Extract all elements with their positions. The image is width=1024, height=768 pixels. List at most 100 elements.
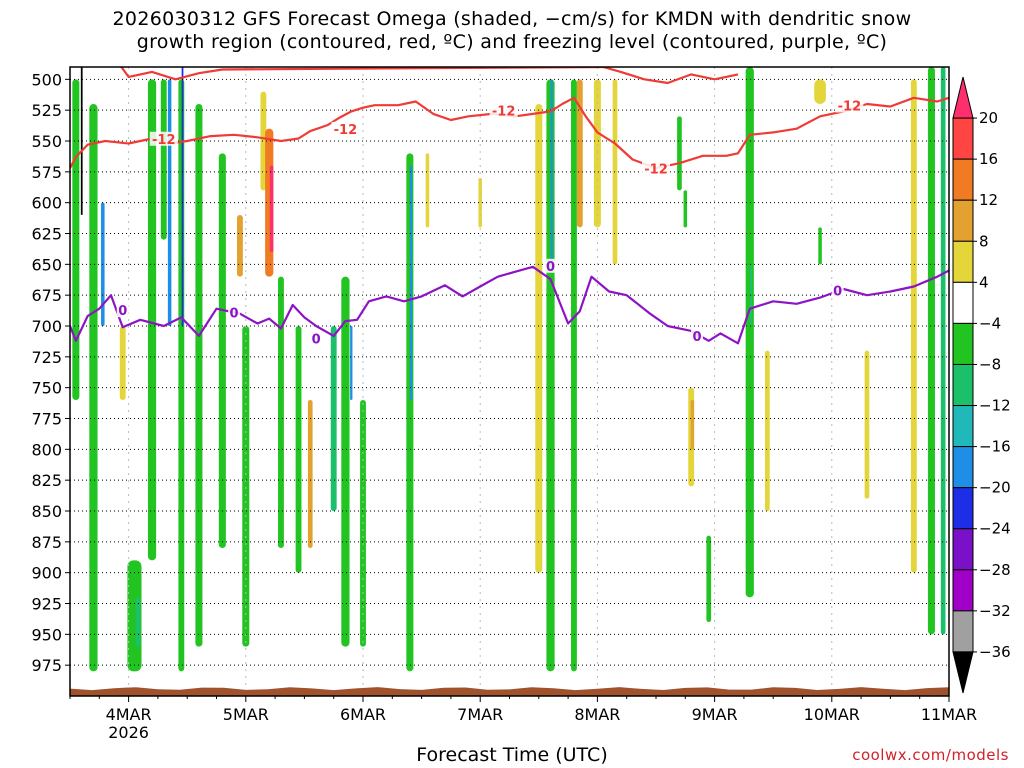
omega-shade-11: [181, 67, 184, 326]
colorbar-label-4: 4: [979, 273, 989, 291]
colorbar-box-8: [952, 405, 974, 448]
y-tick-label-700: 700: [31, 317, 62, 336]
x-tick-label-11MAR: 11MAR: [921, 705, 977, 724]
omega-shade-8: [160, 79, 167, 240]
contour-label-bg-0: [149, 131, 178, 146]
colorbar-label-1: 16: [979, 150, 998, 168]
y-tick-label-975: 975: [31, 656, 62, 675]
y-tick-label-650: 650: [31, 255, 62, 274]
omega-shade-49: [927, 67, 935, 635]
contour-label-bg-8: [544, 258, 557, 273]
colorbar-box-5: [952, 281, 974, 324]
y-tick-label-825: 825: [31, 471, 62, 490]
omega-shade-44: [764, 350, 770, 511]
omega-shade-24: [350, 326, 353, 400]
contour-label-5: 0: [118, 304, 127, 319]
colorbar-label-6: −8: [979, 355, 1001, 373]
omega-shade-27: [409, 165, 413, 400]
omega-shade-28: [425, 153, 430, 228]
y-tick-label-950: 950: [31, 625, 62, 644]
y-tick-label-800: 800: [31, 440, 62, 459]
colorbar-label-13: −36: [979, 643, 1011, 661]
x-tick-label-8MAR: 8MAR: [574, 705, 620, 724]
contour-label-bg-5: [116, 303, 129, 318]
colorbar-label-10: −24: [979, 520, 1011, 538]
contour-label-bg-10: [831, 283, 844, 298]
omega-shade-21: [307, 400, 313, 548]
y-tick-label-925: 925: [31, 595, 62, 614]
omega-shade-7: [147, 79, 157, 561]
y-tick-label-550: 550: [31, 132, 62, 151]
contour-line-1: [120, 67, 739, 85]
colorbar-box-12: [952, 569, 974, 612]
colorbar-box-11: [952, 528, 974, 571]
plot-grid: [70, 67, 949, 696]
colorbar-label-0: 20: [979, 109, 998, 127]
y-tick-label-625: 625: [31, 225, 62, 244]
contour-label-7: 0: [312, 333, 321, 348]
omega-shade-19: [278, 276, 284, 548]
chart-title-line-2: growth region (contoured, red, ºC) and f…: [136, 31, 888, 53]
omega-shade-48: [910, 79, 917, 573]
omega-shade-45: [814, 79, 826, 104]
omega-shade-6: [135, 597, 141, 647]
colorbar-box-9: [952, 446, 974, 489]
omega-shade-42: [745, 67, 754, 598]
x-tick-label-5MAR: 5MAR: [223, 705, 269, 724]
y-tick-label-900: 900: [31, 564, 62, 583]
chart-title-line-1: 2026030312 GFS Forecast Omega (shaded, −…: [112, 8, 912, 30]
omega-shade-4: [119, 326, 126, 400]
colorbar-top-arrow: [952, 76, 974, 119]
omega-shade-10: [178, 79, 185, 672]
x-tick-label-7MAR: 7MAR: [457, 705, 503, 724]
omega-shade-1: [80, 67, 83, 215]
x-tick-label-6MAR: 6MAR: [340, 705, 386, 724]
omega-shade-37: [677, 116, 682, 191]
omega-shade-40: [690, 400, 695, 450]
contour-label-bg-3: [642, 161, 670, 176]
colorbar-box-4: [952, 240, 974, 283]
omega-shade-38: [683, 190, 688, 228]
axes: 500 525 550 575 600 625 650 675 700 725 750 775 800 8…: [31, 66, 977, 742]
omega-shade-50: [940, 67, 946, 635]
colorbar: 20 16 12 8 4 −4 −8 −12 −16 −20 −24 −28 −32 −36: [952, 76, 1011, 694]
contour-label-9: 0: [692, 330, 701, 345]
y-tick-label-725: 725: [31, 348, 62, 367]
omega-shade-30: [535, 104, 543, 573]
x-tick-label-9MAR: 9MAR: [692, 705, 738, 724]
contour-label-2: -12: [492, 104, 516, 119]
colorbar-label-12: −32: [979, 602, 1011, 620]
omega-shade-12: [195, 104, 203, 647]
colorbar-box-13: [952, 610, 974, 653]
y-tick-label-500: 500: [31, 70, 62, 89]
omega-shade-14: [237, 215, 243, 277]
colorbar-box-3: [952, 199, 974, 242]
colorbar-box-2: [952, 158, 974, 201]
omega-shade-18: [269, 165, 274, 252]
colorbar-box-7: [952, 363, 974, 407]
omega-shade-35: [593, 79, 601, 228]
contour-label-bg-2: [489, 103, 518, 118]
y-tick-label-675: 675: [31, 286, 62, 305]
y-tick-label-575: 575: [31, 163, 62, 182]
contour-label-bg-6: [228, 305, 241, 320]
terrain-band: [70, 687, 949, 696]
contour-label-3: -12: [644, 162, 668, 177]
omega-shade-23: [341, 276, 350, 647]
y-tick-label-600: 600: [31, 194, 62, 213]
contour-label-bg-7: [310, 331, 323, 346]
contour-label-10: 0: [833, 284, 842, 299]
contour-label-1: -12: [334, 123, 358, 138]
site-credit[interactable]: coolwx.com/models: [852, 746, 1009, 764]
colorbar-label-11: −28: [979, 561, 1011, 579]
omega-shade-16: [260, 91, 267, 191]
omega-shade-0: [72, 79, 80, 400]
contour-label-bg-9: [691, 329, 704, 344]
colorbar-label-5: −4: [979, 314, 1001, 332]
y-tick-label-875: 875: [31, 533, 62, 552]
colorbar-label-2: 12: [979, 191, 998, 209]
colorbar-box-1: [952, 117, 974, 160]
x-axis-title: Forecast Time (UTC): [416, 744, 608, 766]
omega-shade-15: [242, 326, 250, 647]
omega-shade-22: [330, 326, 337, 511]
